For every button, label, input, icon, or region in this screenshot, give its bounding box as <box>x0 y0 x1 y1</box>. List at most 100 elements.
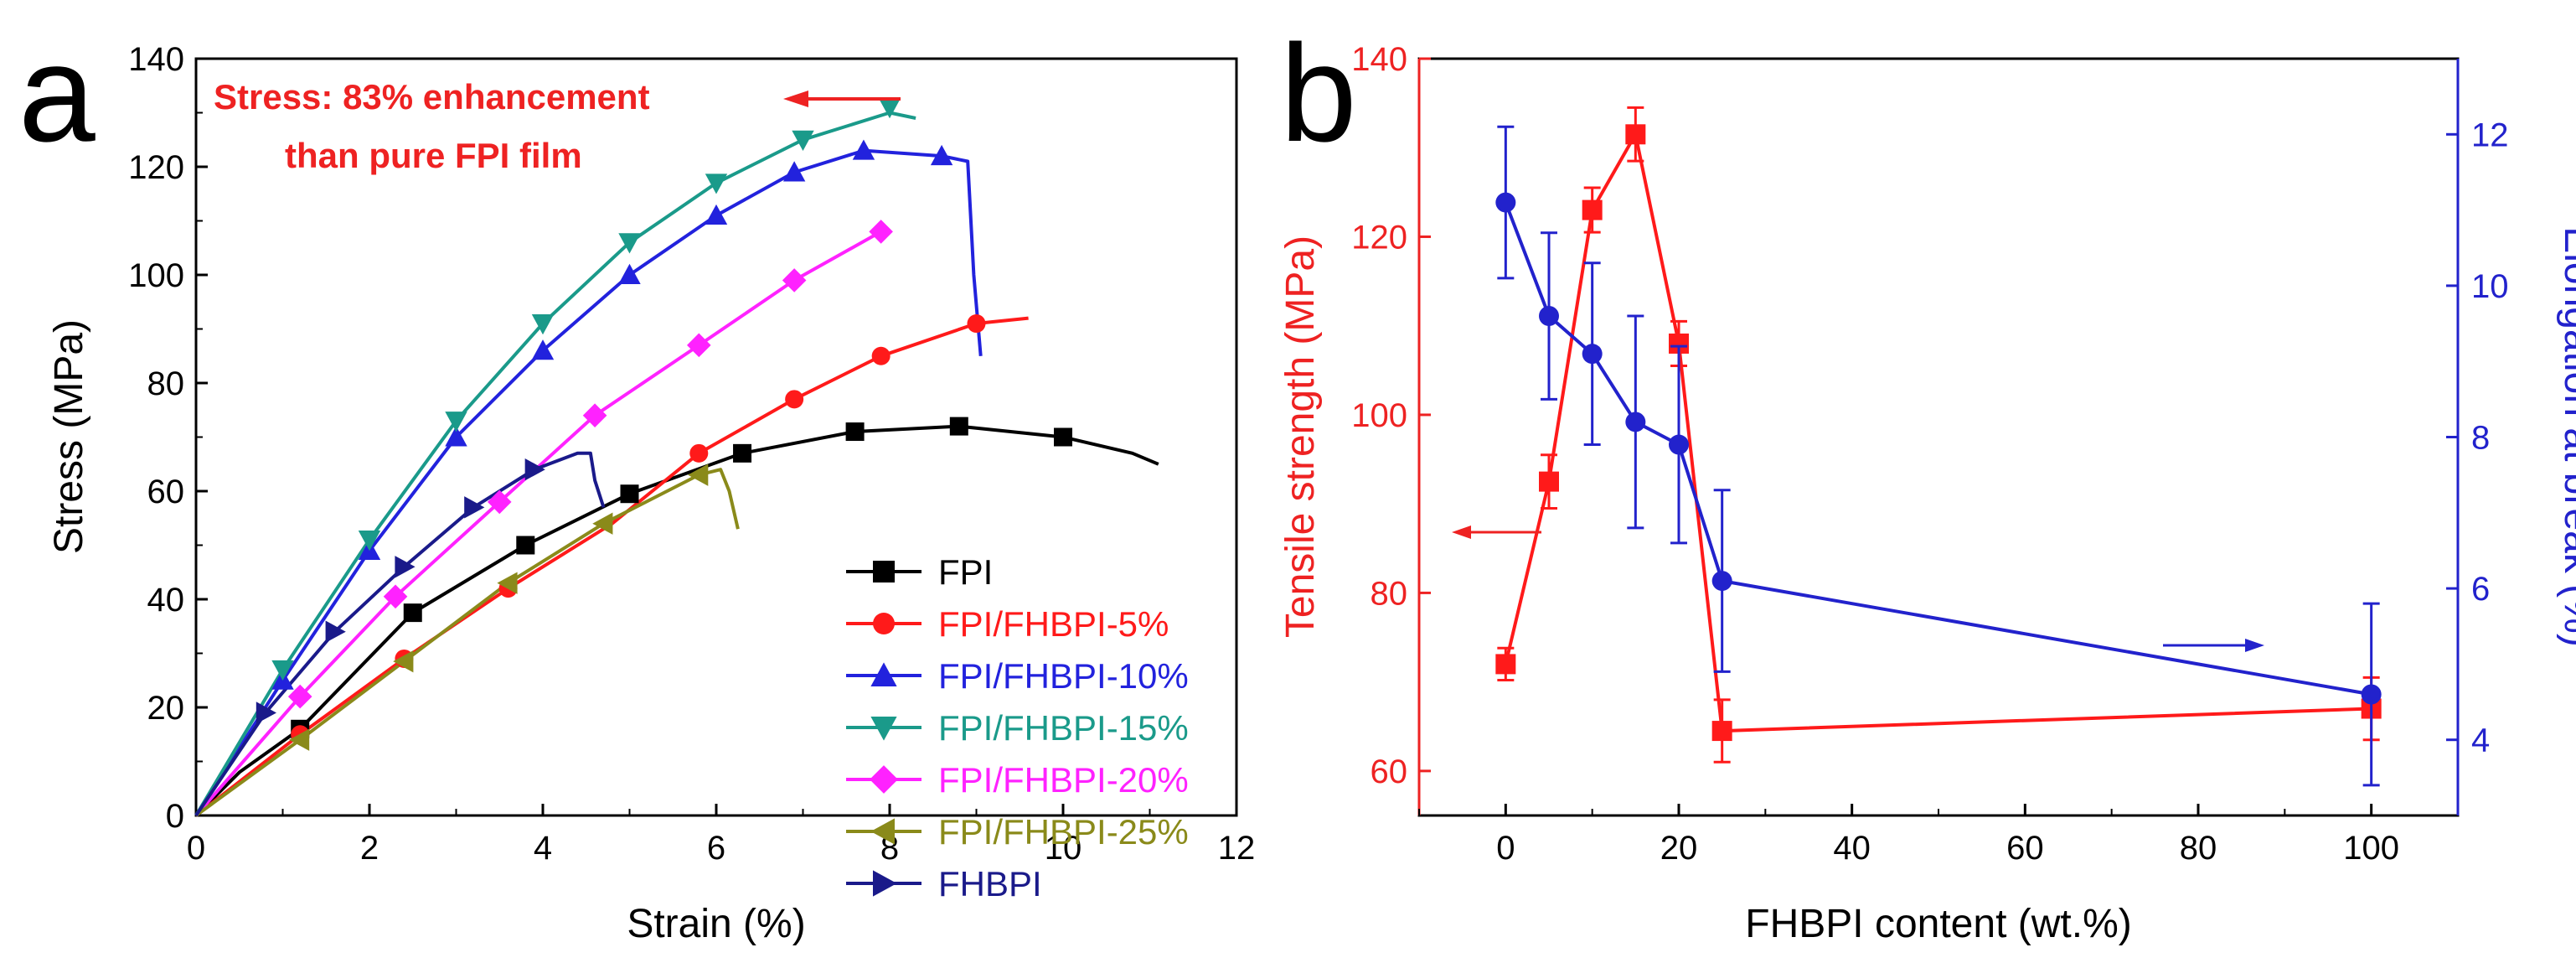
chart-b-right-tick-label: 10 <box>2471 268 2509 305</box>
data-point-fpi-fhbpi-25 <box>592 512 613 535</box>
legend-label-fpi-fhbpi-25: FPI/FHBPI-25% <box>938 812 1189 852</box>
panel-b-letter: b <box>1280 16 1357 170</box>
data-point-fpi-fhbpi-20 <box>869 220 893 244</box>
data-point-fpi <box>403 603 422 623</box>
legend-label-fpi-fhbpi-20: FPI/FHBPI-20% <box>938 760 1189 800</box>
data-point-elongation-at-break <box>1711 571 1732 592</box>
chart-a-annotation-line1: Stress: 83% enhancement <box>214 77 650 116</box>
legend-marker-fpi-fhbpi-20 <box>870 765 898 794</box>
series-line-fpi-fhbpi-5 <box>194 316 1029 817</box>
data-point-fpi-fhbpi-10 <box>705 204 728 225</box>
chart-b-x-tick-label: 100 <box>2343 830 2399 867</box>
data-point-fpi <box>1054 427 1072 447</box>
legend-marker-fpi-fhbpi-15 <box>870 717 897 741</box>
legend-label-fpi-fhbpi-15: FPI/FHBPI-15% <box>938 708 1189 748</box>
chart-a-y-tick-label: 100 <box>128 257 184 294</box>
data-point-fpi-fhbpi-15 <box>358 531 381 551</box>
series-line-fhbpi <box>194 451 606 817</box>
data-point-fpi-fhbpi-10 <box>852 139 875 160</box>
chart-b-right-tick-label: 12 <box>2471 116 2509 153</box>
data-point-fhbpi <box>464 496 485 519</box>
chart-b-plot-area <box>1417 57 2460 817</box>
chart-a-y-tick-label: 0 <box>166 798 184 835</box>
data-point-fhbpi <box>325 620 346 643</box>
data-point-fpi-fhbpi-15 <box>445 412 467 432</box>
chart-b-xlabel: FHBPI content (wt.%) <box>1745 902 2131 946</box>
data-point-tensile-strength <box>1582 199 1603 220</box>
data-point-elongation-at-break <box>1582 344 1603 365</box>
data-point-elongation-at-break <box>1669 434 1689 455</box>
chart-a-y-tick-label: 60 <box>147 474 185 510</box>
chart-b-ylabel-left: Tensile strength (MPa) <box>1278 236 1323 638</box>
data-point-fpi-fhbpi-10 <box>782 161 806 182</box>
chart-a-y-tick-label: 140 <box>128 41 184 78</box>
data-point-elongation-at-break <box>1539 306 1559 327</box>
data-point-fpi-fhbpi-10 <box>445 426 467 447</box>
chart-a-x-tick-label: 12 <box>1218 830 1256 867</box>
chart-a-y-tick-label: 80 <box>147 365 185 402</box>
data-point-fhbpi <box>256 702 276 724</box>
data-point-elongation-at-break <box>1625 412 1646 432</box>
data-point-fpi-fhbpi-5 <box>689 443 709 463</box>
legend-marker-fpi-fhbpi-5 <box>873 613 895 634</box>
chart-b-left-indicator-head <box>1452 526 1471 539</box>
data-point-fpi-fhbpi-5 <box>785 390 804 409</box>
data-point-fhbpi <box>395 556 416 578</box>
series-line-fpi <box>194 424 1159 817</box>
legend-label-fpi-fhbpi-10: FPI/FHBPI-10% <box>938 656 1189 696</box>
data-point-fpi <box>845 422 865 442</box>
data-point-elongation-at-break <box>1495 192 1516 213</box>
chart-b-left-tick-label: 140 <box>1351 41 1407 78</box>
chart-a-x-tick-label: 2 <box>360 830 379 867</box>
data-point-fpi-fhbpi-15 <box>705 173 728 194</box>
chart-b-right-indicator-head <box>2245 639 2264 652</box>
chart-b-right-tick-label: 8 <box>2471 420 2490 457</box>
legend-marker-fpi-fhbpi-25 <box>870 818 895 845</box>
chart-a-xlabel: Strain (%) <box>627 902 805 946</box>
series-line-fpi-fhbpi-15 <box>194 111 916 817</box>
chart-b-left-tick-label: 60 <box>1371 753 1408 790</box>
data-point-fpi <box>949 417 968 436</box>
chart-a-x-tick-label: 0 <box>187 830 205 867</box>
legend-marker-fpi-fhbpi-10 <box>870 662 897 686</box>
data-point-fpi-fhbpi-15 <box>792 130 814 151</box>
chart-a-x-tick-label: 10 <box>1045 830 1082 867</box>
data-point-fpi <box>620 484 639 504</box>
chart-b-x-tick-label: 40 <box>1833 830 1871 867</box>
chart-a-y-tick-label: 120 <box>128 149 184 186</box>
chart-b-right-tick-label: 6 <box>2471 571 2490 608</box>
data-point-elongation-at-break <box>2361 684 2382 705</box>
data-point-fpi-fhbpi-25 <box>289 728 310 751</box>
chart-b: 0 20 40 60 80 100 60 80 100 120 140 4 6 8 10 12 FHBPI c… <box>1278 41 2576 946</box>
data-point-fpi <box>516 536 535 555</box>
data-point-fpi-fhbpi-15 <box>878 98 901 119</box>
chart-b-ylabel-right: Elongation at break (%) <box>2556 226 2576 647</box>
data-point-fpi-fhbpi-20 <box>287 684 312 709</box>
chart-a-y-tick-label: 40 <box>147 582 185 619</box>
data-point-tensile-strength <box>1711 721 1732 742</box>
data-point-fpi-fhbpi-15 <box>618 233 641 254</box>
chart-a-ylabel: Stress (MPa) <box>47 319 91 554</box>
data-point-fpi-fhbpi-20 <box>687 333 711 358</box>
legend-label-fhbpi: FHBPI <box>938 864 1042 903</box>
chart-b-left-tick-label: 120 <box>1351 219 1407 256</box>
data-point-fpi <box>733 443 752 463</box>
data-point-fpi-fhbpi-20 <box>782 268 807 293</box>
data-point-tensile-strength <box>1625 124 1646 145</box>
data-point-fpi-fhbpi-25 <box>688 463 709 486</box>
data-point-fpi-fhbpi-10 <box>618 263 641 284</box>
data-point-fpi-fhbpi-5 <box>967 314 986 334</box>
data-point-tensile-strength <box>1495 654 1516 675</box>
chart-b-left-tick-label: 80 <box>1371 575 1408 612</box>
chart-b-x-tick-label: 80 <box>2180 830 2217 867</box>
chart-b-x-tick-label: 0 <box>1496 830 1515 867</box>
legend-marker-fpi <box>873 561 895 582</box>
chart-b-x-tick-label: 20 <box>1660 830 1698 867</box>
data-point-fpi-fhbpi-5 <box>871 346 891 365</box>
data-point-fpi-fhbpi-15 <box>271 660 294 681</box>
chart-a-x-tick-label: 4 <box>534 830 552 867</box>
legend-label-fpi: FPI <box>938 552 993 592</box>
data-point-fpi-fhbpi-20 <box>383 584 408 609</box>
